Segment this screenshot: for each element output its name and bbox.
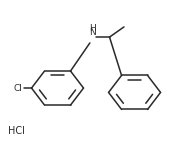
Text: N: N: [89, 28, 96, 37]
Text: HCl: HCl: [8, 126, 25, 136]
Text: Cl: Cl: [14, 83, 23, 93]
Text: H: H: [89, 24, 96, 34]
